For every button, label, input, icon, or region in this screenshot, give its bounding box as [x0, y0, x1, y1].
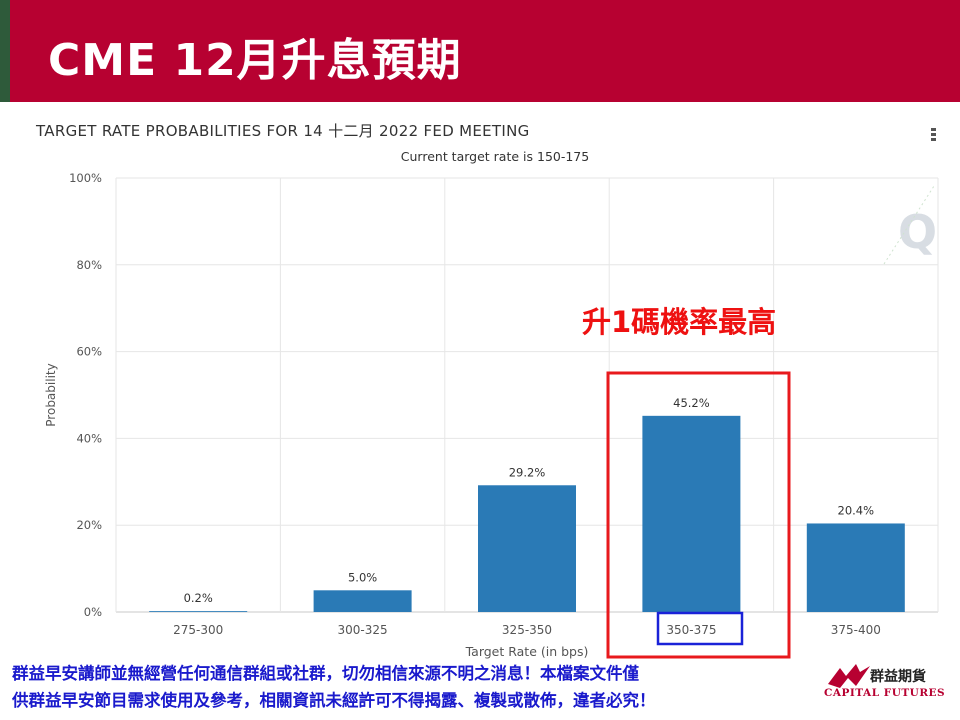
y-tick-label: 100% [69, 171, 102, 185]
chart-subtitle: Current target rate is 150-175 [400, 149, 590, 164]
hamburger-menu-icon[interactable] [926, 126, 940, 144]
chart-title: TARGET RATE PROBABILITIES FOR 14 十二月 202… [36, 122, 530, 140]
logo-name: 群益期貨 [870, 669, 926, 685]
y-tick-label: 40% [76, 431, 102, 445]
disclaimer-line-2: 供群益早安節目需求使用及參考，相關資訊未經許可不得揭露、複製或散佈，違者必究！ [12, 691, 656, 710]
y-axis-title: Probability [44, 363, 58, 426]
y-axis-tick-labels: 0% 20% 40% 60% 80% 100% [69, 171, 102, 619]
bar-value-label: 0.2% [184, 591, 213, 605]
bar-chart: Q 0% 20% 40% 60% 80% 100% 0.2% 5.0% 29.2% 45.2% 2… [44, 171, 939, 659]
bar [478, 485, 576, 612]
logo-mark-icon [828, 664, 870, 688]
chart-bars [149, 415, 905, 612]
x-tick-label: 300-325 [338, 623, 388, 637]
logo-english-name: CAPITAL FUTURES [824, 687, 946, 699]
bar-value-labels: 0.2% 5.0% 29.2% 45.2% 20.4% [184, 396, 875, 605]
y-tick-label: 0% [84, 605, 102, 619]
bar-value-label: 45.2% [673, 396, 710, 410]
highlight-box-blue [656, 611, 744, 646]
x-tick-label: 375-400 [831, 623, 881, 637]
bar-value-label: 5.0% [348, 570, 377, 584]
capital-futures-logo-icon: 群益期貨 CAPITAL FUTURES [822, 660, 952, 710]
bar-value-label: 29.2% [509, 465, 546, 479]
svg-text:Q: Q [898, 205, 937, 259]
x-tick-label: 275-300 [173, 623, 223, 637]
title-accent-stripe [0, 0, 10, 102]
bar [149, 611, 248, 612]
bar-value-label: 20.4% [838, 503, 875, 517]
disclaimer: 群益早安講師並無經營任何通信群組或社群，切勿相信來源不明之消息！本檔案文件僅 供… [12, 660, 812, 714]
q-watermark-icon: Q [883, 185, 937, 265]
bar [313, 590, 412, 612]
x-axis-title: Target Rate (in bps) [465, 644, 589, 659]
disclaimer-line-1: 群益早安講師並無經營任何通信群組或社群，切勿相信來源不明之消息！本檔案文件僅 [12, 664, 639, 683]
y-tick-label: 80% [76, 258, 102, 272]
highlight-box-red [606, 371, 791, 659]
x-axis-tick-labels: 275-300 300-325 325-350 350-375 375-400 [173, 623, 881, 637]
x-tick-label: 325-350 [502, 623, 552, 637]
bar [642, 415, 741, 612]
y-tick-label: 20% [76, 518, 102, 532]
slide-title-bar: CME 12月升息預期 [0, 0, 960, 102]
slide-title: CME 12月升息預期 [48, 35, 462, 86]
x-tick-label: 350-375 [666, 623, 716, 637]
bar [806, 523, 905, 612]
annotation-text: 升1碼機率最高 [582, 305, 777, 339]
y-tick-label: 60% [76, 345, 102, 359]
